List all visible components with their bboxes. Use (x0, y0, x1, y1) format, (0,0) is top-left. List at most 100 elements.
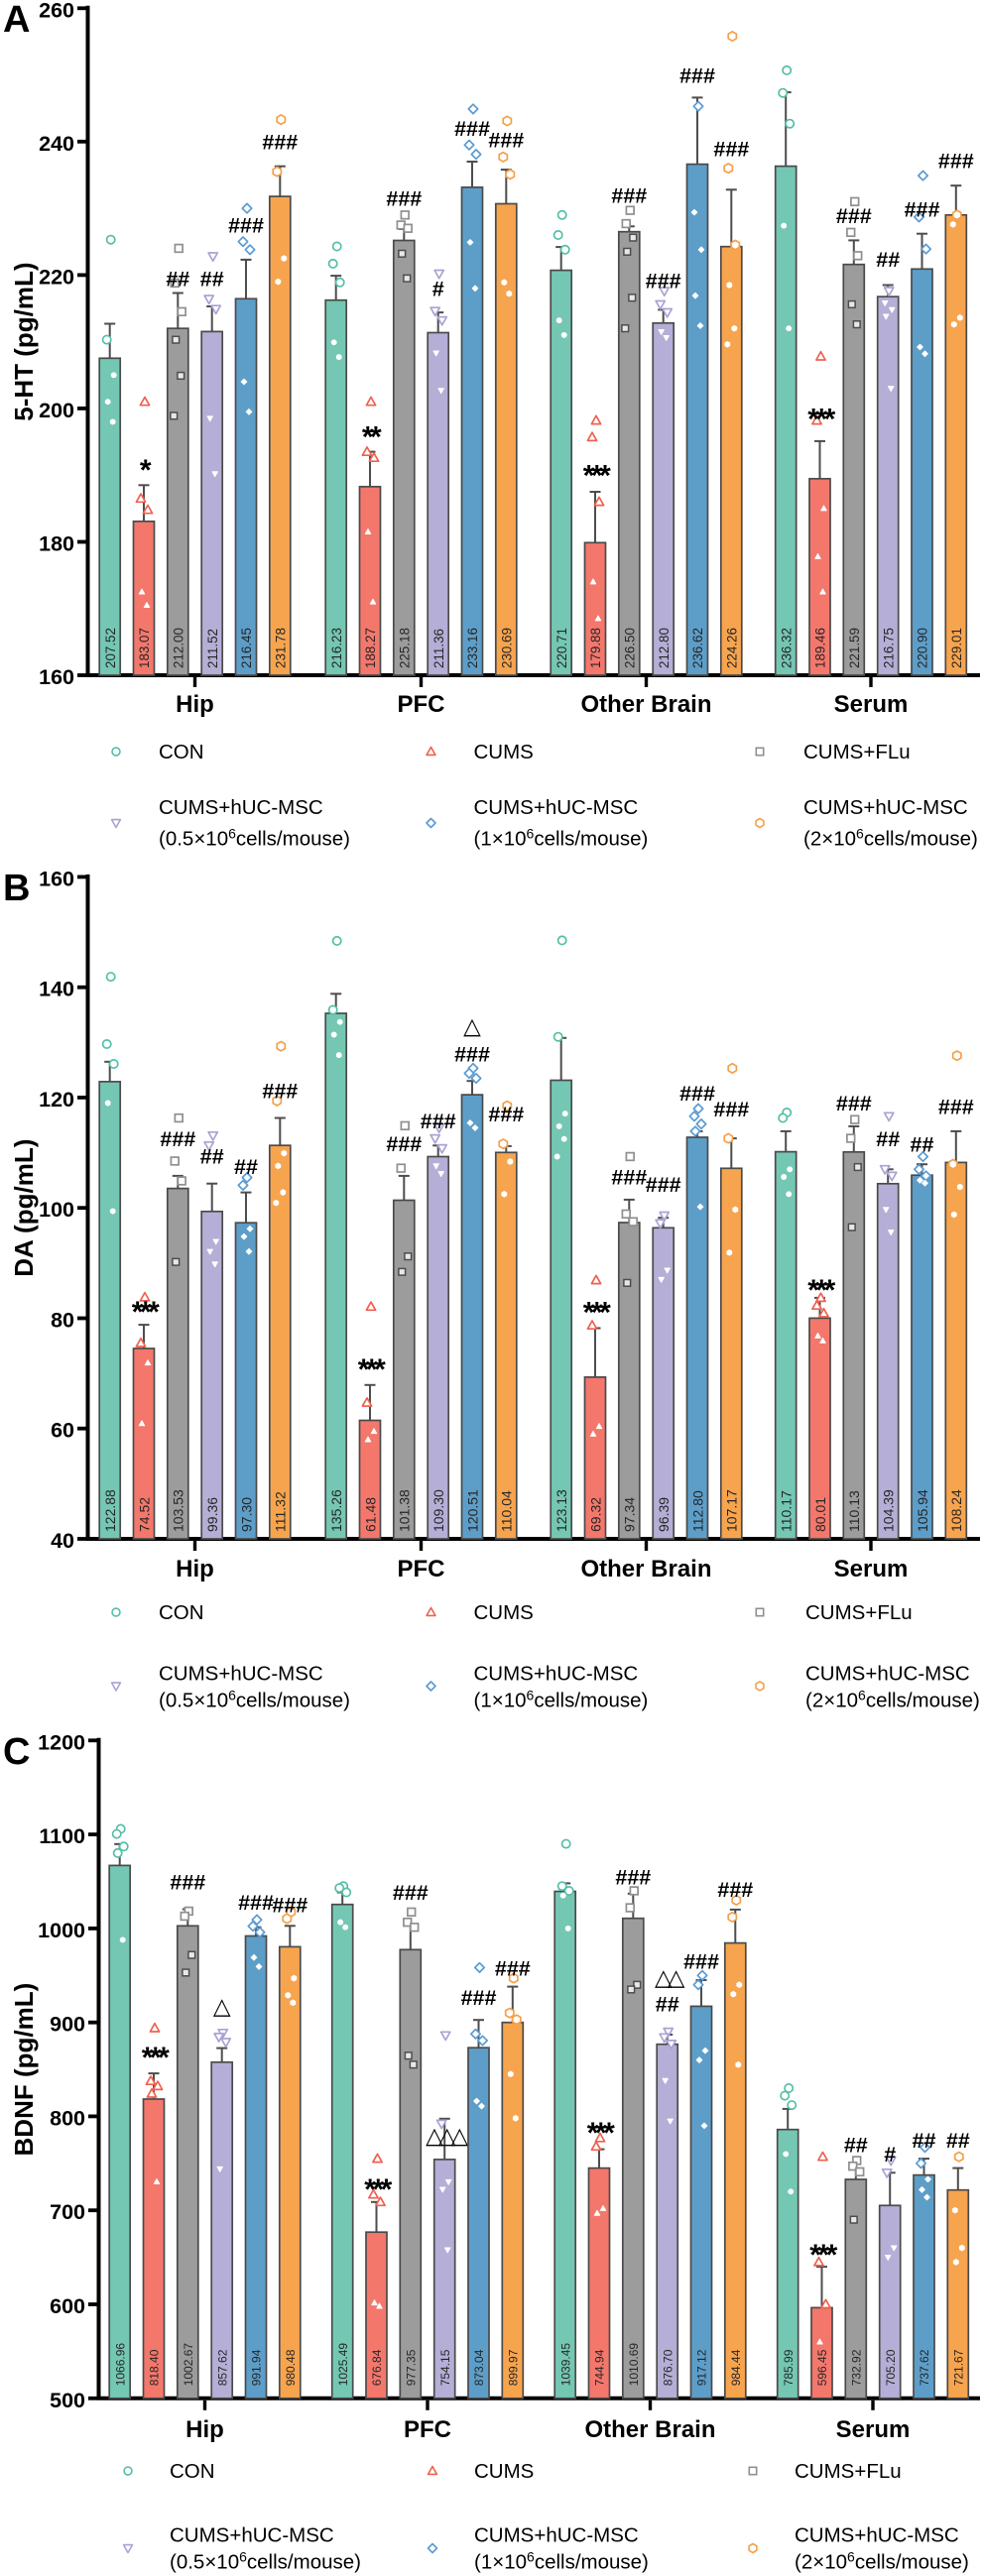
svg-text:Other Brain: Other Brain (580, 691, 711, 718)
svg-text:220: 220 (39, 265, 74, 289)
svg-text:240: 240 (39, 132, 74, 156)
svg-text:60: 60 (51, 1419, 74, 1443)
svg-text:△△△: △△△ (426, 2123, 468, 2149)
svg-text:###: ### (836, 1092, 872, 1115)
svg-text:DA (pg/mL): DA (pg/mL) (9, 1139, 39, 1277)
svg-text:500: 500 (50, 2389, 85, 2412)
svg-text:705.20: 705.20 (884, 2349, 898, 2386)
svg-text:(2×106cells/mouse): (2×106cells/mouse) (795, 2549, 969, 2574)
svg-text:233.16: 233.16 (465, 628, 480, 668)
svg-text:69.32: 69.32 (587, 1497, 603, 1532)
svg-text:#: # (884, 2143, 896, 2166)
svg-text:1039.45: 1039.45 (558, 2343, 572, 2387)
svg-text:1200: 1200 (38, 1730, 85, 1754)
svg-text:236.62: 236.62 (690, 628, 705, 668)
svg-text:CUMS+hUC-MSC: CUMS+hUC-MSC (803, 796, 968, 819)
svg-text:CUMS+hUC-MSC: CUMS+hUC-MSC (474, 796, 639, 819)
svg-text:183.07: 183.07 (137, 628, 152, 668)
svg-text:C: C (3, 1731, 30, 1773)
svg-text:120: 120 (39, 1088, 74, 1112)
svg-text:1025.49: 1025.49 (336, 2343, 350, 2387)
svg-text:122.88: 122.88 (102, 1489, 118, 1532)
svg-text:857.62: 857.62 (215, 2349, 229, 2386)
svg-text:CUMS+hUC-MSC: CUMS+hUC-MSC (795, 2524, 959, 2547)
svg-text:###: ### (495, 1956, 531, 1980)
svg-text:CUMS+hUC-MSC: CUMS+hUC-MSC (474, 2524, 639, 2547)
svg-text:***: *** (807, 1274, 835, 1307)
svg-text:160: 160 (39, 867, 74, 890)
svg-text:###: ### (238, 1891, 274, 1915)
svg-text:103.53: 103.53 (171, 1489, 186, 1532)
svg-text:###: ### (386, 1132, 422, 1156)
svg-text:40: 40 (51, 1529, 74, 1553)
svg-text:108.24: 108.24 (948, 1489, 964, 1532)
svg-text:97.34: 97.34 (622, 1497, 638, 1532)
svg-text:CUMS+FLu: CUMS+FLu (803, 741, 911, 763)
svg-text:***: *** (809, 2239, 837, 2272)
svg-text:216.45: 216.45 (239, 628, 254, 668)
svg-text:CUMS+hUC-MSC: CUMS+hUC-MSC (805, 1663, 970, 1686)
svg-text:596.45: 596.45 (815, 2349, 829, 2386)
svg-text:917.12: 917.12 (695, 2349, 709, 2386)
svg-text:5-HT (pg/mL): 5-HT (pg/mL) (9, 262, 39, 420)
svg-text:(1×106cells/mouse): (1×106cells/mouse) (474, 2549, 649, 2574)
svg-text:###: ### (461, 1986, 497, 2010)
svg-text:231.78: 231.78 (273, 628, 288, 668)
svg-text:104.39: 104.39 (881, 1489, 897, 1532)
svg-text:737.62: 737.62 (918, 2349, 931, 2386)
svg-text:600: 600 (50, 2294, 85, 2318)
svg-text:207.52: 207.52 (103, 628, 118, 668)
svg-text:***: *** (583, 1297, 611, 1330)
svg-text:1010.69: 1010.69 (627, 2343, 641, 2387)
svg-text:Serum: Serum (834, 691, 909, 718)
svg-text:***: *** (142, 2042, 170, 2074)
svg-text:260: 260 (39, 0, 74, 22)
svg-text:189.46: 189.46 (813, 628, 828, 668)
svg-text:(2×106cells/mouse): (2×106cells/mouse) (803, 826, 978, 851)
svg-text:101.38: 101.38 (397, 1489, 413, 1532)
svg-text:97.30: 97.30 (238, 1497, 254, 1532)
svg-text:900: 900 (50, 2013, 85, 2037)
svg-text:200: 200 (39, 399, 74, 422)
svg-text:211.52: 211.52 (205, 629, 220, 668)
svg-text:135.26: 135.26 (328, 1489, 344, 1532)
svg-text:785.99: 785.99 (782, 2349, 796, 2386)
svg-text:80.01: 80.01 (812, 1497, 828, 1532)
svg-text:##: ## (656, 1992, 679, 2016)
svg-text:##: ## (913, 2129, 936, 2153)
svg-text:###: ### (611, 183, 647, 207)
svg-text:B: B (3, 868, 30, 909)
svg-text:112.80: 112.80 (689, 1490, 705, 1532)
svg-text:###: ### (611, 1166, 647, 1190)
svg-text:##: ## (200, 267, 224, 291)
svg-text:179.88: 179.88 (588, 628, 603, 668)
svg-text:216.23: 216.23 (329, 628, 344, 668)
svg-text:980.48: 980.48 (284, 2349, 298, 2386)
svg-text:700: 700 (50, 2200, 85, 2224)
svg-text:(0.5×106cells/mouse): (0.5×106cells/mouse) (170, 2549, 361, 2574)
svg-text:Other Brain: Other Brain (580, 1556, 711, 1582)
svg-text:140: 140 (39, 978, 74, 1001)
svg-text:***: *** (364, 2173, 392, 2206)
svg-text:991.94: 991.94 (250, 2349, 264, 2386)
svg-text:CUMS+hUC-MSC: CUMS+hUC-MSC (474, 1663, 639, 1686)
svg-text:Hip: Hip (176, 691, 214, 718)
svg-text:220.71: 220.71 (554, 628, 569, 668)
svg-text:180: 180 (39, 532, 74, 556)
svg-text:CON: CON (159, 741, 204, 763)
svg-text:###: ### (488, 1103, 524, 1126)
svg-text:221.59: 221.59 (847, 628, 862, 668)
svg-text:1000: 1000 (38, 1919, 85, 1942)
svg-text:###: ### (454, 117, 490, 141)
svg-text:236.32: 236.32 (779, 628, 794, 668)
svg-text:899.97: 899.97 (506, 2349, 520, 2386)
svg-text:224.26: 224.26 (724, 628, 739, 668)
svg-text:##: ## (911, 1132, 934, 1156)
svg-text:Hip: Hip (185, 2416, 224, 2443)
svg-text:###: ### (938, 1096, 974, 1119)
svg-text:188.27: 188.27 (363, 628, 378, 668)
svg-text:###: ### (679, 63, 715, 87)
svg-text:754.15: 754.15 (438, 2349, 452, 2386)
svg-text:120.51: 120.51 (464, 1489, 480, 1532)
svg-text:###: ### (170, 1871, 205, 1895)
